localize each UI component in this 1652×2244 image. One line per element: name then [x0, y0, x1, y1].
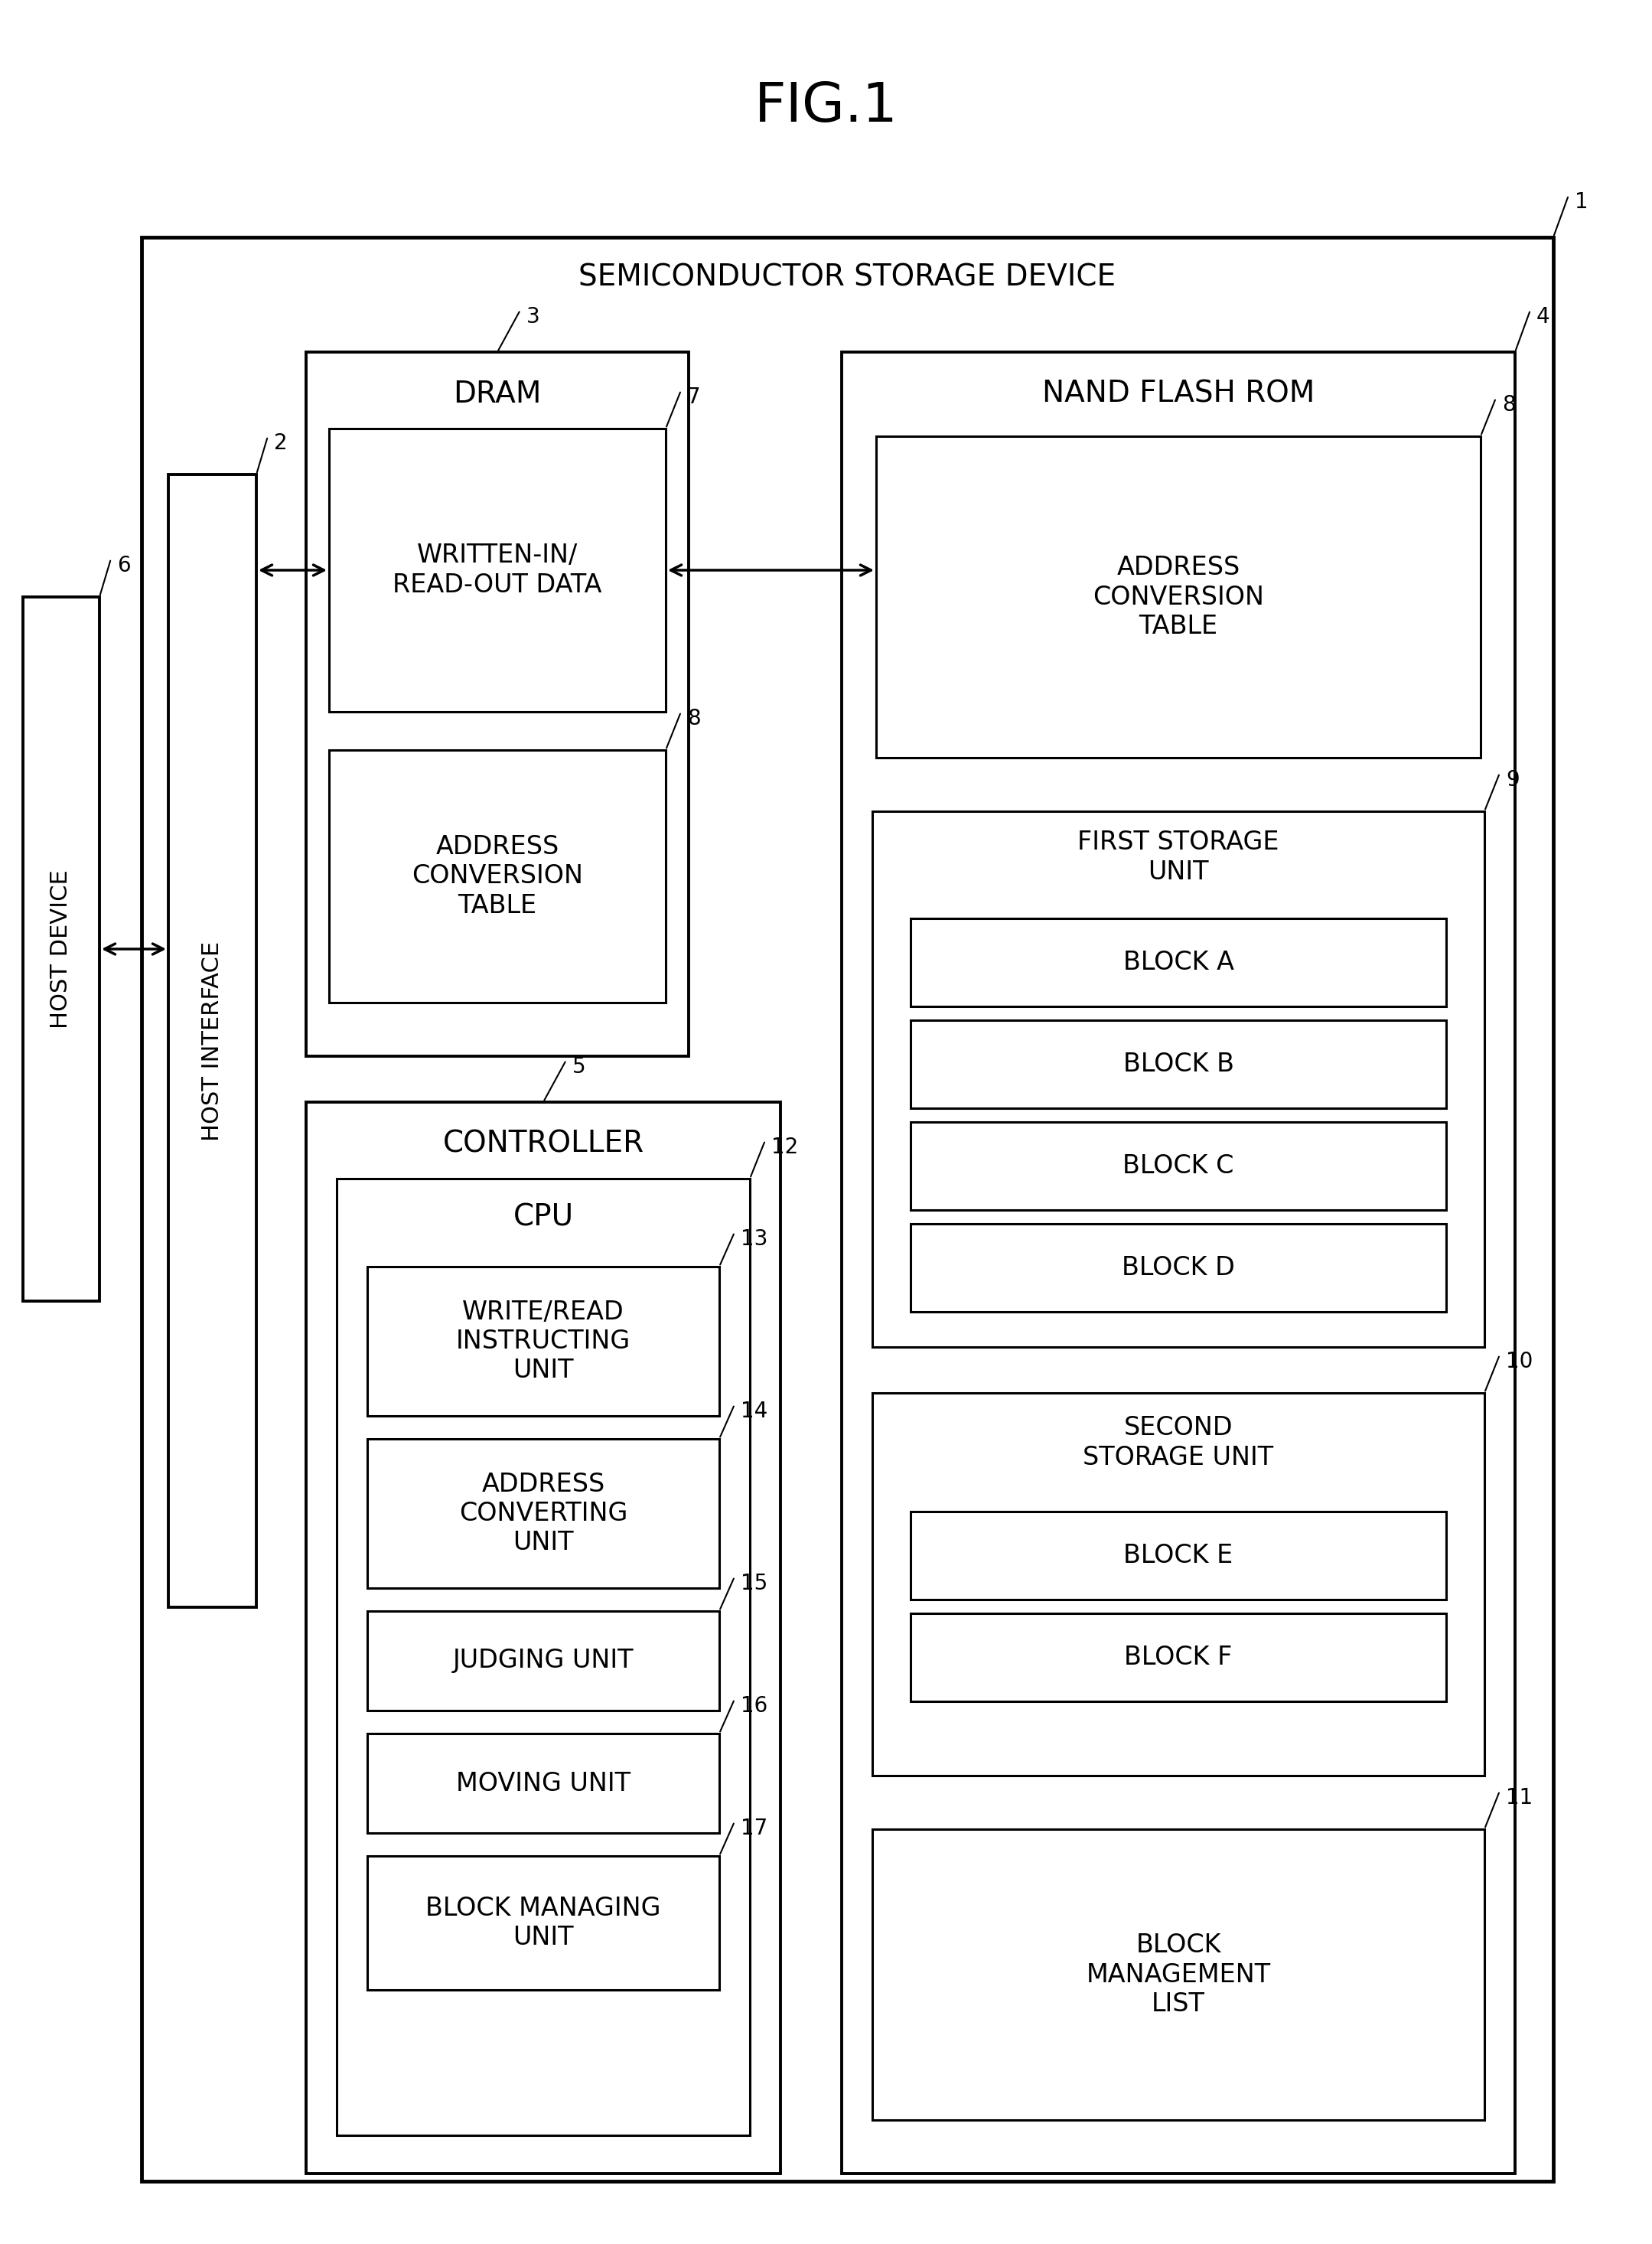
Text: NAND FLASH ROM: NAND FLASH ROM: [1042, 379, 1315, 408]
Bar: [169, 473, 256, 1607]
Bar: [367, 1266, 719, 1416]
Text: 11: 11: [1507, 1786, 1533, 1809]
Text: HOST INTERFACE: HOST INTERFACE: [202, 940, 223, 1140]
Text: HOST DEVICE: HOST DEVICE: [50, 868, 73, 1028]
Text: 8: 8: [1502, 395, 1515, 415]
Text: SECOND
STORAGE UNIT: SECOND STORAGE UNIT: [1084, 1416, 1274, 1470]
Text: CONTROLLER: CONTROLLER: [443, 1129, 644, 1158]
Bar: [910, 1512, 1446, 1600]
Text: MOVING UNIT: MOVING UNIT: [456, 1771, 631, 1795]
Text: 8: 8: [687, 707, 700, 729]
Text: BLOCK E: BLOCK E: [1123, 1544, 1232, 1569]
Text: JUDGING UNIT: JUDGING UNIT: [453, 1647, 634, 1674]
Bar: [306, 352, 689, 1057]
Bar: [910, 1613, 1446, 1701]
Bar: [841, 352, 1515, 2174]
Text: 16: 16: [740, 1694, 768, 1717]
Text: 3: 3: [527, 305, 540, 328]
Text: BLOCK B: BLOCK B: [1123, 1052, 1234, 1077]
Text: SEMICONDUCTOR STORAGE DEVICE: SEMICONDUCTOR STORAGE DEVICE: [578, 263, 1117, 292]
Text: 5: 5: [572, 1057, 586, 1077]
Bar: [872, 1829, 1485, 2121]
Text: BLOCK C: BLOCK C: [1123, 1153, 1234, 1178]
Bar: [367, 1438, 719, 1589]
Text: WRITTEN-IN/
READ-OUT DATA: WRITTEN-IN/ READ-OUT DATA: [393, 543, 601, 597]
Text: 13: 13: [740, 1227, 768, 1250]
Bar: [329, 749, 666, 1003]
Text: 7: 7: [687, 386, 700, 408]
Text: 2: 2: [274, 433, 287, 453]
Text: 4: 4: [1536, 305, 1550, 328]
Text: ADDRESS
CONVERTING
UNIT: ADDRESS CONVERTING UNIT: [459, 1472, 628, 1555]
Text: 1: 1: [1574, 191, 1588, 213]
Text: 6: 6: [117, 554, 131, 577]
Bar: [367, 1856, 719, 1990]
Bar: [306, 1102, 780, 2174]
Bar: [329, 429, 666, 711]
Text: 17: 17: [740, 1818, 768, 1840]
Bar: [337, 1178, 750, 2136]
Text: BLOCK D: BLOCK D: [1122, 1254, 1236, 1281]
Text: WRITE/READ
INSTRUCTING
UNIT: WRITE/READ INSTRUCTING UNIT: [456, 1299, 631, 1382]
Bar: [910, 918, 1446, 1005]
Text: FIRST STORAGE
UNIT: FIRST STORAGE UNIT: [1077, 830, 1279, 884]
Bar: [910, 1021, 1446, 1109]
Text: BLOCK F: BLOCK F: [1125, 1645, 1232, 1670]
Bar: [23, 597, 99, 1302]
Bar: [142, 238, 1553, 2181]
Text: FIG.1: FIG.1: [755, 81, 897, 135]
Bar: [872, 1394, 1485, 1775]
Bar: [367, 1735, 719, 1833]
Text: 14: 14: [740, 1400, 768, 1423]
Bar: [367, 1611, 719, 1710]
Text: BLOCK
MANAGEMENT
LIST: BLOCK MANAGEMENT LIST: [1085, 1932, 1270, 2017]
Text: BLOCK A: BLOCK A: [1123, 949, 1234, 976]
Text: 12: 12: [771, 1135, 798, 1158]
Bar: [876, 435, 1480, 758]
Text: DRAM: DRAM: [453, 379, 542, 408]
Bar: [910, 1223, 1446, 1313]
Text: ADDRESS
CONVERSION
TABLE: ADDRESS CONVERSION TABLE: [411, 835, 583, 918]
Text: CPU: CPU: [514, 1203, 573, 1232]
Bar: [910, 1122, 1446, 1210]
Text: 10: 10: [1507, 1351, 1533, 1373]
Bar: [872, 812, 1485, 1346]
Text: BLOCK MANAGING
UNIT: BLOCK MANAGING UNIT: [426, 1896, 661, 1950]
Text: 9: 9: [1507, 770, 1520, 790]
Text: 15: 15: [740, 1573, 768, 1593]
Text: ADDRESS
CONVERSION
TABLE: ADDRESS CONVERSION TABLE: [1092, 554, 1264, 640]
